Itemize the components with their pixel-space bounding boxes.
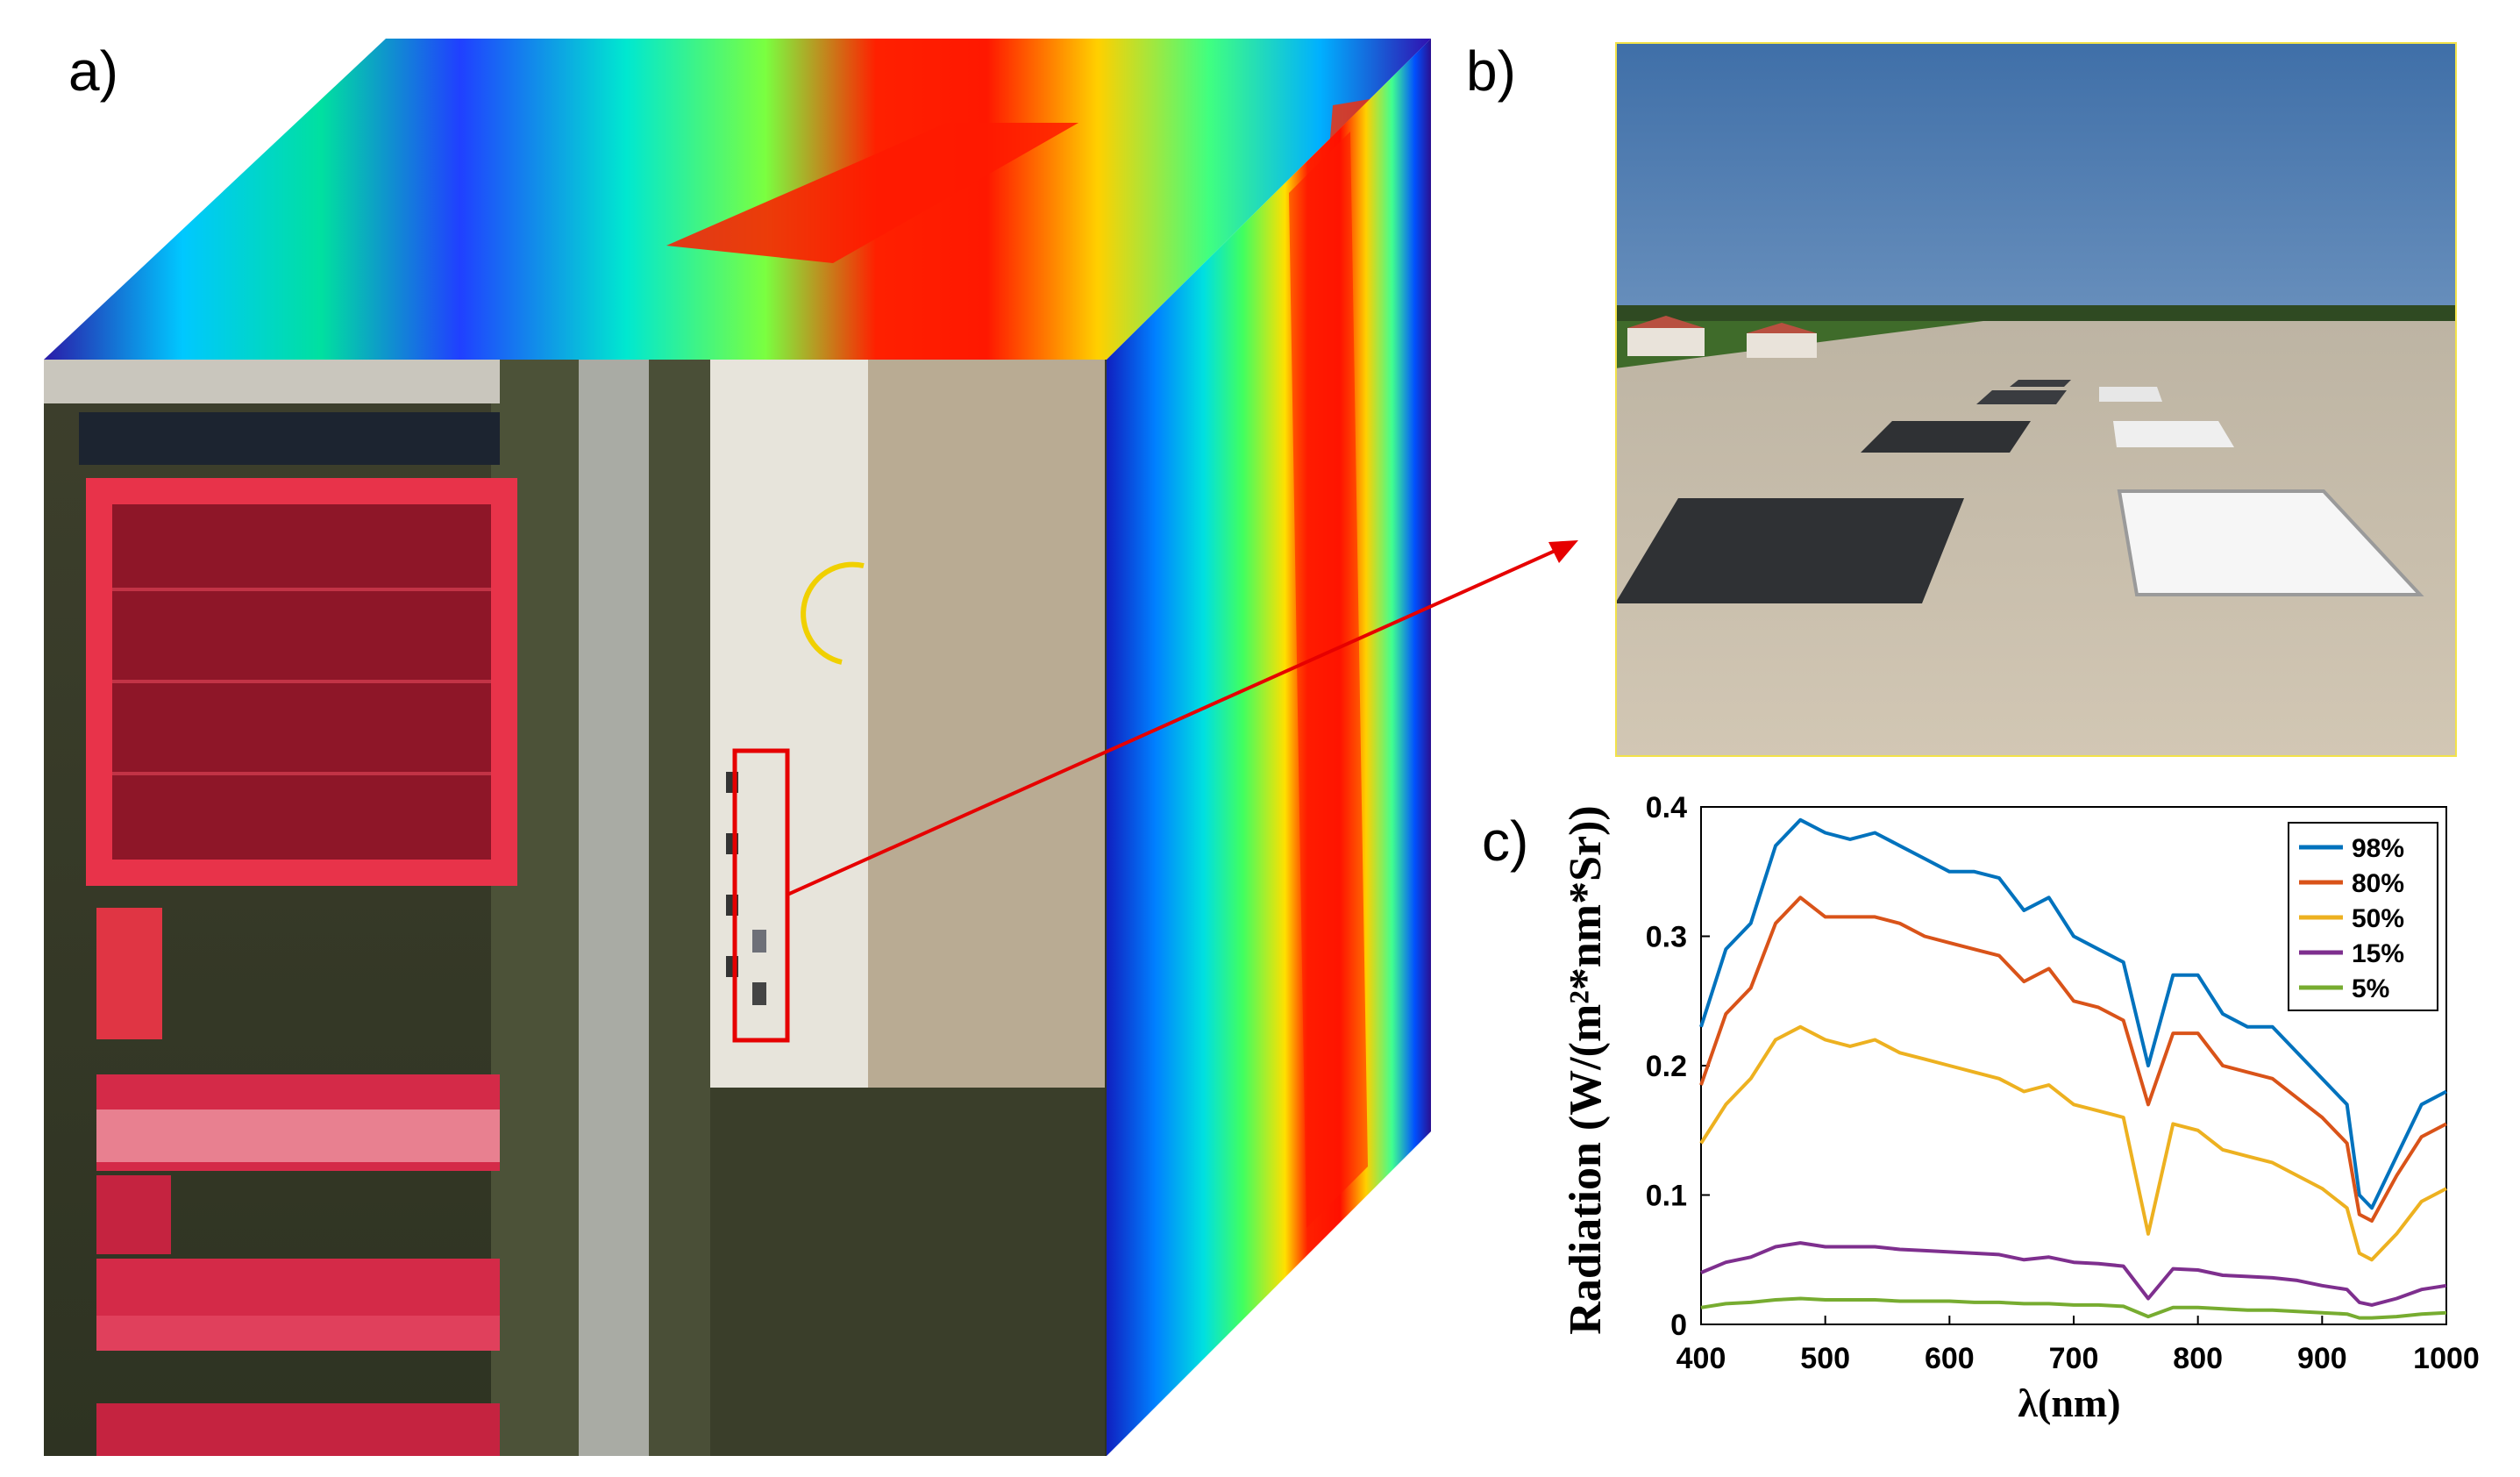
x-tick-label: 500 bbox=[1800, 1342, 1850, 1375]
x-axis-label: λ(nm) bbox=[2018, 1381, 2120, 1425]
field-photo bbox=[1615, 42, 2457, 757]
panel-a-label: a) bbox=[68, 39, 118, 103]
legend-label: 50% bbox=[2352, 904, 2404, 933]
panel-c-label: c) bbox=[1482, 810, 1529, 873]
x-tick-label: 700 bbox=[2049, 1342, 2099, 1375]
x-tick-label: 1000 bbox=[2413, 1342, 2480, 1375]
x-tick-label: 400 bbox=[1676, 1342, 1726, 1375]
x-tick-label: 800 bbox=[2173, 1342, 2223, 1375]
y-tick-label: 0.4 bbox=[1646, 791, 1687, 824]
y-tick-label: 0 bbox=[1670, 1309, 1687, 1342]
target-highlight-box bbox=[732, 748, 790, 1043]
series-line-15 bbox=[1700, 1241, 2447, 1307]
pointer-arrow bbox=[787, 540, 1578, 896]
series-line-98 bbox=[1699, 817, 2447, 1210]
legend-label: 98% bbox=[2352, 834, 2404, 863]
y-axis-label: Radiation (W/(m²*nm*Sr)) bbox=[1561, 805, 1611, 1334]
y-tick-label: 0.2 bbox=[1646, 1050, 1687, 1083]
legend-label: 15% bbox=[2352, 939, 2404, 968]
legend-label: 5% bbox=[2352, 974, 2389, 1003]
x-tick-label: 900 bbox=[2297, 1342, 2347, 1375]
series-line-50 bbox=[1699, 1024, 2447, 1262]
radiance-chart: 400 500 600 700 800 900 1000 0 0.1 0.2 0.3 0.4 98% 8… bbox=[1561, 791, 2480, 1425]
cube-top-face bbox=[44, 39, 1431, 360]
y-tick-label: 0.3 bbox=[1646, 921, 1687, 954]
series-line-5 bbox=[1700, 1296, 2447, 1320]
y-tick-label: 0.1 bbox=[1646, 1180, 1687, 1213]
series-line-80 bbox=[1699, 895, 2447, 1223]
panel-b-label: b) bbox=[1466, 39, 1516, 103]
x-tick-label: 600 bbox=[1925, 1342, 1975, 1375]
aerial-image bbox=[44, 360, 1107, 1456]
legend-label: 80% bbox=[2352, 869, 2404, 898]
